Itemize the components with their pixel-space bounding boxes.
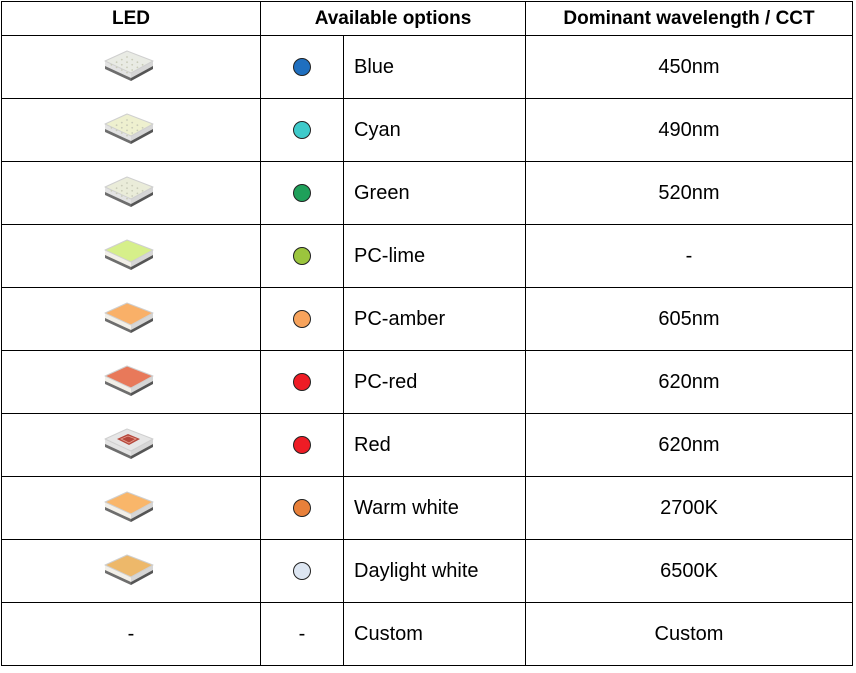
led-chip-image (104, 50, 154, 81)
wavelength-value: 490nm (525, 98, 853, 162)
color-dot-cell (260, 224, 344, 288)
table-row-custom: - - Custom Custom (1, 602, 853, 666)
led-cell (1, 413, 261, 477)
led-chip-image (104, 491, 154, 522)
wavelength-value: 605nm (525, 287, 853, 351)
led-cell: - (1, 602, 261, 666)
color-dot-cell: - (260, 602, 344, 666)
color-dot-cell (260, 476, 344, 540)
header-wavelength: Dominant wavelength / CCT (525, 1, 853, 36)
led-cell (1, 350, 261, 414)
led-cell (1, 224, 261, 288)
option-name: PC-lime (343, 224, 526, 288)
color-dot-cell (260, 350, 344, 414)
option-name: Daylight white (343, 539, 526, 603)
led-cell (1, 98, 261, 162)
table-row: Cyan 490nm (1, 98, 853, 162)
wavelength-value: 2700K (525, 476, 853, 540)
color-dot-icon (293, 562, 311, 581)
color-dot-cell (260, 539, 344, 603)
header-options: Available options (260, 1, 526, 36)
color-dot-icon (293, 373, 311, 392)
wavelength-value: 6500K (525, 539, 853, 603)
option-name: Green (343, 161, 526, 225)
led-cell (1, 539, 261, 603)
table-row: Blue 450nm (1, 35, 853, 99)
option-name: Red (343, 413, 526, 477)
color-dot-cell (260, 98, 344, 162)
wavelength-value: - (525, 224, 853, 288)
led-cell (1, 287, 261, 351)
option-name: Warm white (343, 476, 526, 540)
header-row: LED Available options Dominant wavelengt… (1, 1, 853, 36)
wavelength-value: 620nm (525, 413, 853, 477)
wavelength-value: 520nm (525, 161, 853, 225)
color-dot-cell (260, 287, 344, 351)
led-cell (1, 161, 261, 225)
color-dot-icon (293, 247, 311, 266)
table-row: Red 620nm (1, 413, 853, 477)
wavelength-value: 450nm (525, 35, 853, 99)
color-dot-icon (293, 310, 311, 329)
option-name: Custom (343, 602, 526, 666)
color-dot-icon (293, 121, 311, 140)
led-chip-image (104, 113, 154, 144)
option-name: PC-amber (343, 287, 526, 351)
table-row: Daylight white 6500K (1, 539, 853, 603)
option-name: Blue (343, 35, 526, 99)
color-dot-cell (260, 161, 344, 225)
color-dot-icon (293, 184, 311, 203)
header-led: LED (1, 1, 261, 36)
table-row: Warm white 2700K (1, 476, 853, 540)
color-dot-cell (260, 413, 344, 477)
option-name: Cyan (343, 98, 526, 162)
led-cell (1, 35, 261, 99)
table-row: PC-red 620nm (1, 350, 853, 414)
color-dot-icon (293, 58, 311, 77)
led-chip-image (104, 176, 154, 207)
table-row: PC-lime - (1, 224, 853, 288)
wavelength-value: 620nm (525, 350, 853, 414)
table-row: Green 520nm (1, 161, 853, 225)
wavelength-value: Custom (525, 602, 853, 666)
led-chip-image (104, 428, 154, 459)
led-cell (1, 476, 261, 540)
color-dot-cell (260, 35, 344, 99)
led-chip-image (104, 302, 154, 333)
option-name: PC-red (343, 350, 526, 414)
table-row: PC-amber 605nm (1, 287, 853, 351)
led-chip-image (104, 239, 154, 270)
led-chip-image (104, 365, 154, 396)
color-dot-icon (293, 499, 311, 518)
color-dot-icon (293, 436, 311, 455)
led-chip-image (104, 554, 154, 585)
